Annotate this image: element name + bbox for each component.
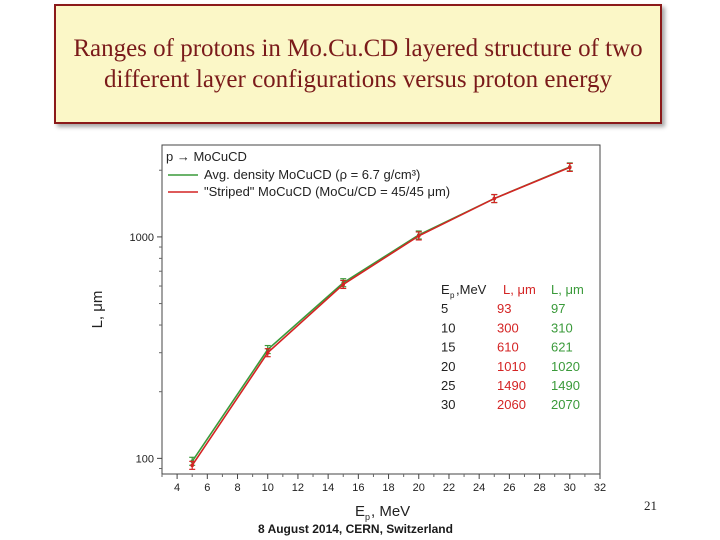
table-cell-range-striped: 610 [497,340,519,355]
plot-frame [161,144,601,475]
slide-title: Ranges of protons in Mo.Cu.CD layered st… [73,35,643,93]
table-cell-range-striped: 93 [497,301,511,316]
x-tick-label: 4 [174,482,180,494]
x-tick-label: 32 [594,482,606,494]
x-axis-label-unit: , MeV [371,503,410,520]
x-axis-label: E [355,503,365,520]
table-cell-energy: 15 [441,340,455,355]
legend-label-2: "Striped" MoCuCD (MoCu/CD = 45/45 μm) [204,184,450,199]
table-cell-range-striped: 300 [497,320,519,335]
table-cell-energy: 10 [441,320,455,335]
x-tick-label: 22 [443,482,455,494]
y-tick-label: 1000 [130,232,154,244]
title-box: Ranges of protons in Mo.Cu.CD layered st… [54,4,662,124]
table-cell-range-avg: 621 [551,340,573,355]
table-header-ep-subscript: p [450,291,455,300]
series-2-point [265,350,270,355]
page-number: 21 [644,498,657,513]
table-cell-range-avg: 97 [551,301,565,316]
table-header-l-striped: L, μm [503,282,536,297]
legend-label-1: Avg. density MoCuCD (ρ = 6.7 g/cm³) [204,167,420,182]
table-header-ep-unit: ,MeV [456,282,487,297]
series-2-point [567,165,572,170]
x-tick-label: 20 [413,482,425,494]
table-cell-range-avg: 1020 [551,359,580,374]
x-tick-label: 18 [382,482,394,494]
legend-title: p → MoCuCD [166,149,247,164]
x-axis-label-subscript: p [365,512,370,522]
series-2-point [416,234,421,238]
footer-text: 8 August 2014, CERN, Switzerland [258,522,453,536]
table-cell-energy: 25 [441,378,455,393]
y-tick-label: 100 [136,453,154,465]
x-tick-label: 26 [503,482,515,494]
table-cell-energy: 5 [441,301,448,316]
x-tick-label: 30 [564,482,576,494]
series-2-point [492,196,497,201]
table-cell-energy: 30 [441,397,455,412]
x-tick-label: 6 [204,482,210,494]
table-cell-range-striped: 1490 [497,378,526,393]
x-tick-label: 10 [262,482,274,494]
x-tick-label: 28 [533,482,545,494]
table-cell-range-striped: 2060 [497,397,526,412]
x-tick-label: 14 [322,482,334,494]
series-2-point [190,463,195,468]
table-cell-range-avg: 310 [551,320,573,335]
table-cell-range-avg: 2070 [551,397,580,412]
x-tick-label: 12 [292,482,304,494]
table-header-ep: E [441,282,450,297]
table-cell-range-avg: 1490 [551,378,580,393]
table-header-l-avg: L, μm [551,282,584,297]
table-cell-range-striped: 1010 [497,359,526,374]
y-axis-label: L, μm [89,291,106,329]
series-2-point [341,282,346,287]
x-tick-label: 16 [352,482,364,494]
x-tick-label: 8 [234,482,240,494]
table-cell-energy: 20 [441,359,455,374]
series-line-2 [191,166,571,466]
x-tick-label: 24 [473,482,485,494]
